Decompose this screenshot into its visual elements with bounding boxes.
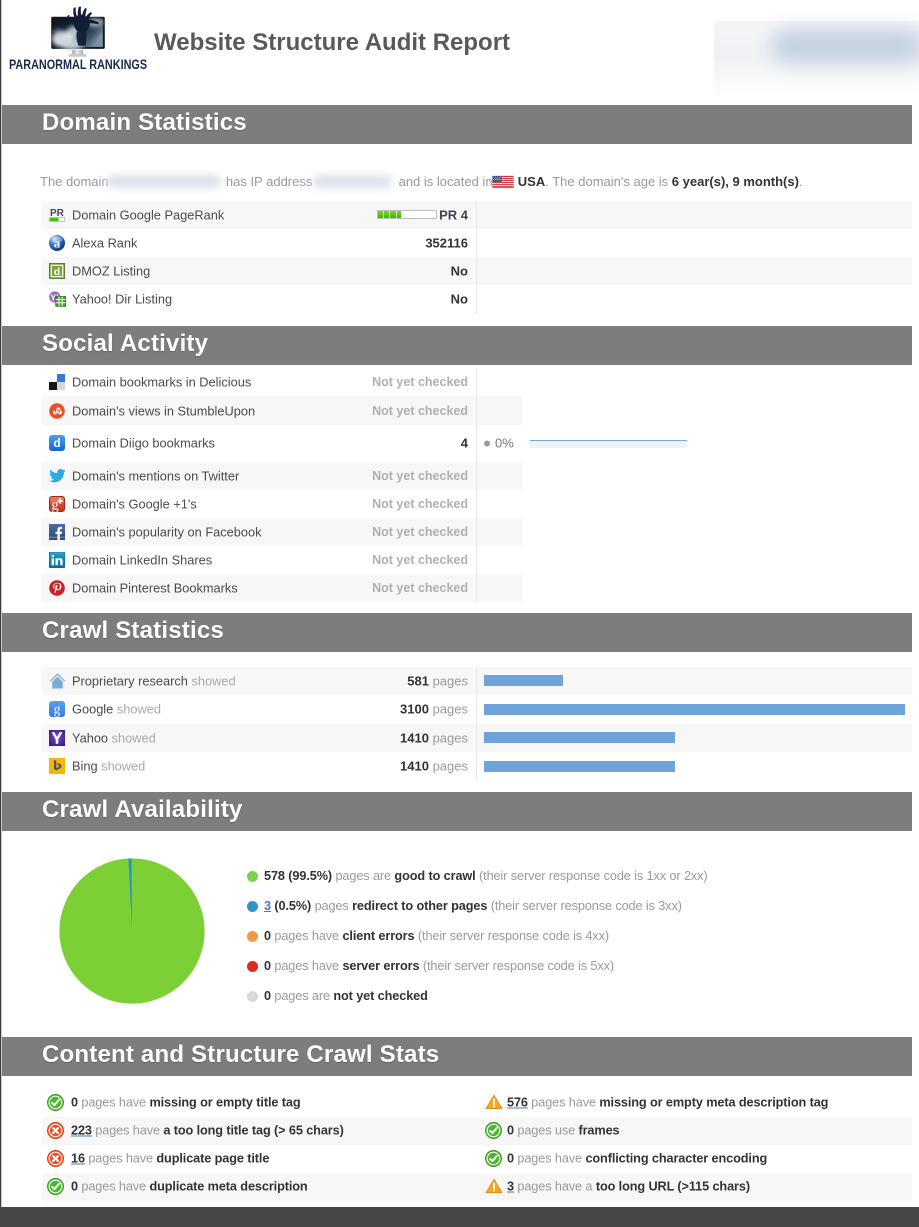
svg-text:Y!: Y! [50, 292, 59, 302]
svg-text:g: g [54, 702, 61, 717]
svg-text:d: d [53, 438, 60, 450]
svg-text:PR: PR [50, 208, 65, 219]
svg-text:g: g [51, 497, 58, 511]
svg-text:d: d [54, 266, 60, 278]
svg-text:a: a [54, 235, 61, 250]
